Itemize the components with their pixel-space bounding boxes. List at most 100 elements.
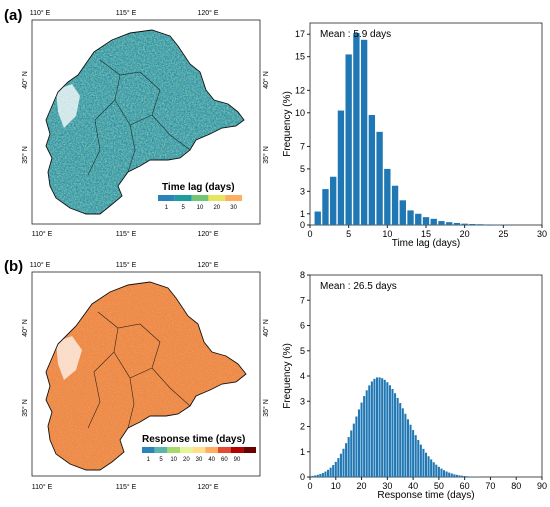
province-borders-a <box>87 59 191 176</box>
x-tick-label: 10 <box>331 481 341 491</box>
svg-text:120° E: 120° E <box>197 261 218 269</box>
plot-frame-b <box>309 274 543 478</box>
histogram-bar <box>419 444 422 477</box>
x-tick-label: 30 <box>382 481 392 491</box>
map-bottom-ticks-a: 110° E 115° E 120° E <box>32 230 219 238</box>
histogram-bar <box>427 456 430 477</box>
x-tick-label: 25 <box>498 229 508 239</box>
map-bottom-ticks-b: 110° E 115° E 120° E <box>32 483 219 491</box>
svg-text:110° E: 110° E <box>32 230 53 238</box>
histogram-bar <box>401 408 404 477</box>
histogram-bar <box>407 210 414 225</box>
y-tick-label: 1 <box>300 447 305 457</box>
panel-label-b: (b) <box>4 258 23 275</box>
histogram-bar <box>368 385 371 477</box>
histogram-bar <box>342 448 345 477</box>
region-outline-a <box>45 29 245 215</box>
x-axis-label-a: Time lag (days) <box>392 238 461 249</box>
legend-tick-label: 10 <box>197 205 204 211</box>
histogram-bar <box>437 466 440 477</box>
map-panel-a: (a) 110° E 115° E 120° E 110° E 115° E 1… <box>4 7 270 238</box>
histogram-bar <box>412 430 415 477</box>
legend-swatch <box>243 447 256 453</box>
histogram-bar <box>399 200 406 225</box>
histogram-bar <box>404 413 407 477</box>
y-ticks-a: 01 3 5 7 10 12 15 17 <box>295 29 310 230</box>
histogram-bar <box>422 448 425 477</box>
legend-swatch <box>167 447 180 453</box>
y-tick-label: 0 <box>300 220 305 230</box>
y-tick-label: 7 <box>300 295 305 305</box>
legend-tick-label: 30 <box>196 457 203 463</box>
bars-a <box>314 33 515 226</box>
x-tick-label: 90 <box>537 481 547 491</box>
histogram-bar <box>345 443 348 477</box>
histogram-bar <box>450 473 453 477</box>
histogram-bar <box>350 430 353 477</box>
legend-swatch <box>218 447 231 453</box>
histogram-bar <box>345 54 352 225</box>
x-tick-label: 5 <box>346 229 351 239</box>
panel-label-a: (a) <box>4 7 22 24</box>
legend-swatch <box>205 447 218 453</box>
y-tick-label: 12 <box>295 85 305 95</box>
histogram-bar <box>378 377 381 477</box>
y-ticks-b: 0 1 2 3 4 5 6 7 8 <box>300 270 310 482</box>
x-axis-label-b: Response time (days) <box>377 490 474 501</box>
histogram-bar <box>355 416 358 477</box>
histogram-bar <box>430 459 433 477</box>
histogram-bar <box>417 440 420 477</box>
histogram-bar <box>409 424 412 477</box>
region-outline-b <box>45 281 247 471</box>
y-axis-label-b: Frequency (%) <box>282 343 293 409</box>
histogram-a: 0 5 10 15 20 25 30 01 3 5 7 10 12 15 17 Time lag (day… <box>282 22 547 249</box>
histogram-bar <box>422 217 430 225</box>
histogram-b: 0 10 20 30 40 50 60 70 80 90 0 1 2 3 4 5 6 7 8 Response t… <box>282 270 547 501</box>
y-tick-label: 5 <box>300 346 305 356</box>
svg-text:120° E: 120° E <box>197 483 218 491</box>
histogram-bar <box>443 470 446 477</box>
y-tick-label: 5 <box>300 164 305 174</box>
histogram-bar <box>314 475 317 477</box>
legend-tick-label: 90 <box>234 457 241 463</box>
legend-swatch <box>208 195 226 201</box>
y-tick-label: 17 <box>295 29 305 39</box>
y-tick-label: 3 <box>300 396 305 406</box>
y-tick-label: 8 <box>300 270 305 280</box>
bars-b <box>311 377 500 477</box>
x-ticks-a: 0 5 10 15 20 25 30 <box>307 225 547 239</box>
legend-swatch <box>174 195 192 201</box>
legend-tick-label: 5 <box>182 205 186 211</box>
map-lat-ticks-b: 40° N 35° N 40° N 35° N <box>21 319 270 417</box>
y-tick-label: 3 <box>300 186 305 196</box>
histogram-bar <box>316 474 319 477</box>
legend-swatch <box>191 195 209 201</box>
histogram-bar <box>337 110 345 225</box>
histogram-bar <box>384 168 391 225</box>
y-tick-label: 4 <box>300 371 305 381</box>
legend-swatch <box>230 447 244 453</box>
svg-text:40° N: 40° N <box>21 71 29 89</box>
map-top-ticks-b: 110° E 115° E 120° E <box>30 261 219 269</box>
histogram-bar <box>455 474 458 477</box>
legend-ticks-b: 1 5 10 20 30 40 60 90 <box>147 457 241 463</box>
histogram-bar <box>332 465 335 477</box>
histogram-bar <box>352 423 355 477</box>
histogram-bar <box>415 213 422 225</box>
histogram-bar <box>383 379 386 477</box>
histogram-bar <box>476 224 484 225</box>
map-panel-b: (b) 110° E 115° E 120° E 110° E 115° E 1… <box>4 258 270 491</box>
svg-text:120° E: 120° E <box>197 230 218 238</box>
histogram-bar <box>399 403 402 477</box>
histogram-bar <box>432 462 435 477</box>
legend-tick-label: 30 <box>230 205 237 211</box>
x-tick-label: 30 <box>537 229 547 239</box>
x-tick-label: 0 <box>307 481 312 491</box>
histogram-bar <box>406 419 409 477</box>
legend-swatch <box>142 447 155 453</box>
svg-text:120° E: 120° E <box>197 9 218 17</box>
svg-text:110° E: 110° E <box>30 261 51 269</box>
y-tick-label: 15 <box>295 52 305 62</box>
histogram-bar <box>430 218 437 225</box>
